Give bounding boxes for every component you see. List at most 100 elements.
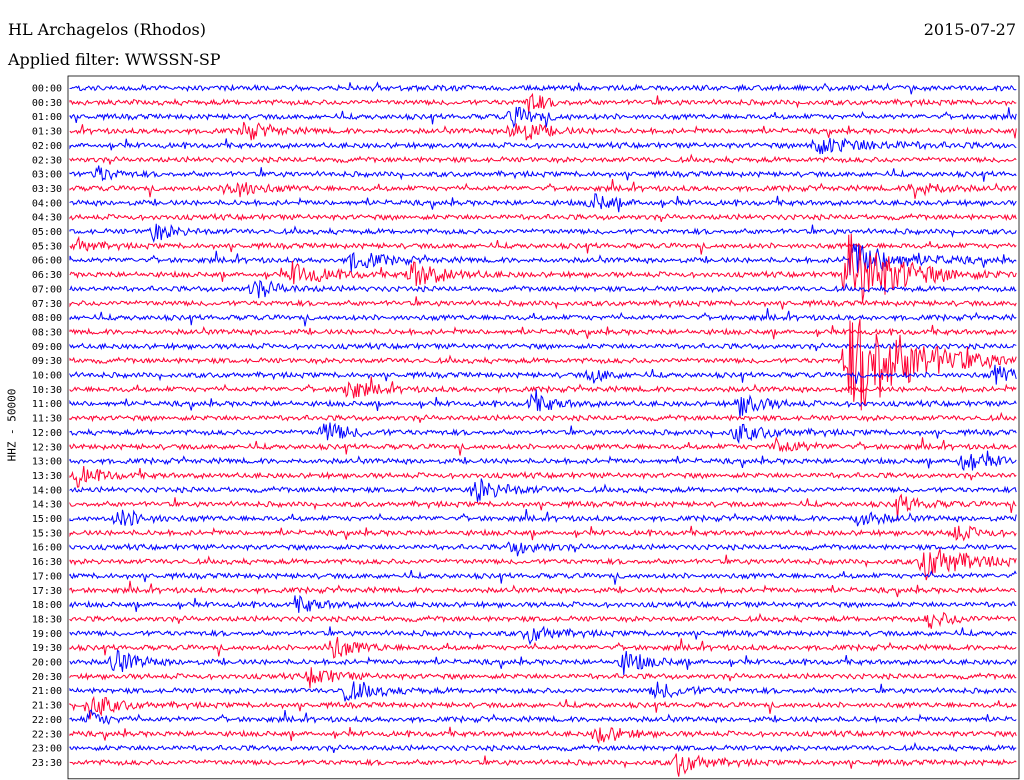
trace-row-0100 <box>69 106 1017 129</box>
trace-row-2300 <box>69 741 1017 753</box>
time-tick-label: 06:00 <box>32 256 62 267</box>
trace-row-1330 <box>69 466 1017 488</box>
time-tick-label: 12:30 <box>32 442 62 453</box>
time-tick-label: 14:00 <box>32 485 62 496</box>
trace-row-1930 <box>69 636 1017 659</box>
trace-row-0930 <box>69 319 1017 411</box>
trace-row-0130 <box>69 121 1017 141</box>
trace-row-0830 <box>69 324 1017 340</box>
plot-frame <box>67 75 1020 780</box>
trace-row-0700 <box>69 279 1017 299</box>
trace-row-1430 <box>69 493 1017 520</box>
trace-row-2130 <box>69 695 1017 720</box>
trace-row-0500 <box>69 223 1017 244</box>
time-tick-label: 23:30 <box>32 758 62 769</box>
time-tick-label: 16:00 <box>32 543 62 554</box>
time-tick-label: 17:30 <box>32 586 62 597</box>
time-tick-label: 12:00 <box>32 428 62 439</box>
trace-row-1100 <box>69 389 1017 418</box>
time-tick-label: 09:00 <box>32 342 62 353</box>
time-tick-label: 09:30 <box>32 356 62 367</box>
trace-row-1800 <box>69 594 1017 613</box>
trace-row-0530 <box>69 235 1017 255</box>
time-tick-label: 15:30 <box>32 528 62 539</box>
trace-row-0730 <box>69 296 1017 310</box>
time-tick-label: 17:00 <box>32 571 62 582</box>
trace-row-0230 <box>69 153 1017 165</box>
trace-row-0330 <box>69 178 1017 199</box>
trace-row-1400 <box>69 478 1017 502</box>
trace-row-0000 <box>69 81 1017 95</box>
time-tick-label: 02:30 <box>32 155 62 166</box>
station-title: HL Archagelos (Rhodos) <box>8 20 206 39</box>
trace-row-0900 <box>69 341 1017 352</box>
time-tick-label: 21:30 <box>32 701 62 712</box>
time-tick-label: 15:00 <box>32 514 62 525</box>
trace-row-0630 <box>69 233 1017 302</box>
time-tick-label: 01:00 <box>32 112 62 123</box>
time-tick-label: 08:30 <box>32 327 62 338</box>
trace-row-0430 <box>69 212 1017 223</box>
filter-label: Applied filter: WWSSN-SP <box>8 50 221 69</box>
trace-row-0030 <box>69 92 1017 114</box>
time-tick-label: 08:00 <box>32 313 62 324</box>
trace-row-1900 <box>69 625 1017 646</box>
time-tick-label: 20:30 <box>32 672 62 683</box>
time-tick-label: 11:00 <box>32 399 62 410</box>
time-tick-label: 11:30 <box>32 414 62 425</box>
trace-row-0200 <box>69 137 1017 155</box>
time-tick-label: 01:30 <box>32 127 62 138</box>
time-tick-label: 07:30 <box>32 299 62 310</box>
trace-row-0800 <box>69 308 1017 327</box>
trace-row-1730 <box>69 580 1017 598</box>
time-tick-label: 16:30 <box>32 557 62 568</box>
trace-row-2030 <box>69 667 1017 689</box>
trace-row-1130 <box>69 411 1017 423</box>
trace-row-2200 <box>69 709 1017 726</box>
trace-row-2230 <box>69 726 1017 745</box>
trace-row-0400 <box>69 193 1017 213</box>
time-tick-label: 07:00 <box>32 284 62 295</box>
time-tick-label: 00:30 <box>32 98 62 109</box>
trace-row-0600 <box>69 243 1017 276</box>
trace-row-0300 <box>69 165 1017 182</box>
time-tick-label: 10:30 <box>32 385 62 396</box>
time-tick-label: 04:30 <box>32 213 62 224</box>
time-tick-label: 05:30 <box>32 241 62 252</box>
trace-row-1500 <box>69 509 1017 527</box>
time-tick-label: 21:00 <box>32 686 62 697</box>
time-tick-label: 03:00 <box>32 170 62 181</box>
time-tick-label: 18:30 <box>32 614 62 625</box>
date-label: 2015-07-27 <box>923 20 1016 39</box>
time-tick-label: 23:00 <box>32 744 62 755</box>
trace-row-1700 <box>69 569 1017 585</box>
time-tick-label: 03:30 <box>32 184 62 195</box>
time-tick-label: 02:00 <box>32 141 62 152</box>
trace-row-1600 <box>69 541 1017 557</box>
trace-row-1200 <box>69 422 1017 445</box>
trace-row-1230 <box>69 436 1017 456</box>
trace-row-2330 <box>69 753 1017 777</box>
trace-row-1030 <box>69 376 1017 399</box>
time-tick-label: 10:00 <box>32 371 62 382</box>
time-tick-label: 06:30 <box>32 270 62 281</box>
time-tick-label: 14:30 <box>32 500 62 511</box>
time-tick-label: 04:00 <box>32 198 62 209</box>
time-tick-label: 00:00 <box>32 84 62 95</box>
time-tick-label: 19:00 <box>32 629 62 640</box>
trace-row-1630 <box>69 548 1017 581</box>
time-tick-label: 18:00 <box>32 600 62 611</box>
trace-row-1830 <box>69 611 1017 629</box>
trace-row-1300 <box>69 450 1017 472</box>
trace-row-1000 <box>69 364 1017 385</box>
trace-row-2000 <box>69 649 1017 675</box>
time-tick-label: 20:00 <box>32 658 62 669</box>
time-tick-label: 19:30 <box>32 643 62 654</box>
trace-row-2100 <box>69 681 1017 702</box>
trace-row-1530 <box>69 525 1017 542</box>
time-tick-label: 22:00 <box>32 715 62 726</box>
time-tick-label: 13:00 <box>32 457 62 468</box>
time-tick-label: 22:30 <box>32 729 62 740</box>
time-tick-label: 13:30 <box>32 471 62 482</box>
